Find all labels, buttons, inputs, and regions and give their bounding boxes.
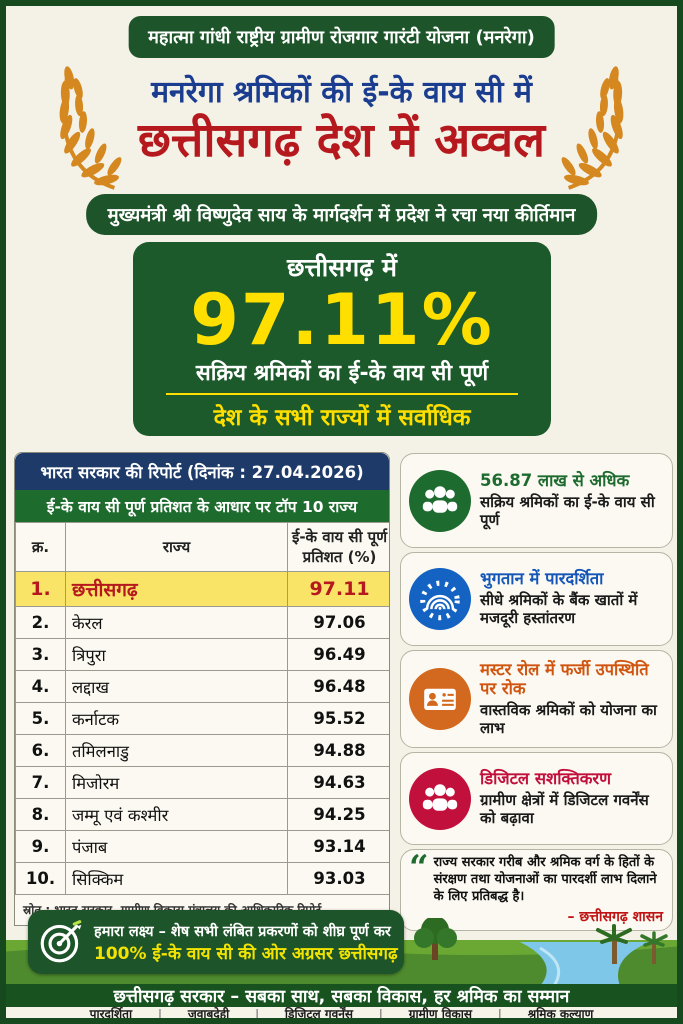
title-line1: मनरेगा श्रमिकों की ई-के वाय सी में bbox=[151, 75, 532, 110]
id-card-icon bbox=[409, 668, 471, 730]
feature-card-ekyc-count: 56.87 लाख से अधिक सक्रिय श्रमिकों का ई-क… bbox=[400, 453, 673, 548]
footer-tag: ग्रामीण विकास bbox=[408, 1007, 472, 1021]
table-header-row: क्र. राज्य ई-के वाय सी पूर्ण प्रतिशत (%) bbox=[15, 522, 389, 572]
goal-line2: 100% ई-के वाय सी की ओर अग्रसर छत्तीसगढ़ bbox=[94, 943, 398, 964]
card-body: सीधे श्रमिकों के बैंक खातों में मजदूरी ह… bbox=[480, 591, 638, 628]
target-dart-icon bbox=[40, 920, 82, 963]
table-row: 9. पंजाब 93.14 bbox=[15, 830, 389, 863]
people-group-icon bbox=[409, 469, 471, 532]
stat-highlight: देश के सभी राज्यों में सर्वाधिक bbox=[213, 404, 471, 431]
scheme-name-banner: महात्मा गांधी राष्ट्रीय ग्रामीण रोजगार ग… bbox=[128, 16, 555, 58]
footer-tags-band: पारदर्शिता | जवाबदेही | डिजिटल गवर्नेंस … bbox=[0, 1007, 683, 1021]
table-row: 5. कर्नाटक 95.52 bbox=[15, 702, 389, 735]
card-body: सक्रिय श्रमिकों का ई-के वाय सी पूर्ण bbox=[480, 492, 655, 529]
separator: | bbox=[158, 1007, 162, 1020]
government-quote-card: “ राज्य सरकार गरीब और श्रमिक वर्ग के हित… bbox=[400, 849, 673, 931]
footer-slogan-band: छत्तीसगढ़ सरकार – सबका साथ, सबका विकास, … bbox=[0, 984, 683, 1007]
quote-text: राज्य सरकार गरीब और श्रमिक वर्ग के हितों… bbox=[433, 855, 657, 904]
feature-card-payment-transparency: भुगतान में पारदर्शिता सीधे श्रमिकों के ब… bbox=[400, 552, 673, 646]
goal-banner: हमारा लक्ष्य – शेष सभी लंबित प्रकरणों को… bbox=[28, 910, 404, 974]
col-state: राज्य bbox=[65, 522, 288, 572]
col-rank: क्र. bbox=[15, 522, 66, 572]
stat-region: छत्तीसगढ़ में bbox=[287, 253, 397, 282]
table-row: 1. छत्तीसगढ़ 97.11 bbox=[15, 571, 389, 607]
feature-card-muster-roll: मस्टर रोल में फर्जी उपस्थिति पर रोक वास्… bbox=[400, 650, 673, 748]
card-title: भुगतान में पारदर्शिता bbox=[480, 569, 604, 589]
quote-attribution: – छत्तीसगढ़ शासन bbox=[567, 908, 663, 925]
stat-caption: सक्रिय श्रमिकों का ई-के वाय सी पूर्ण bbox=[195, 360, 489, 386]
quote-icon: “ bbox=[409, 848, 429, 888]
top10-table: क्र. राज्य ई-के वाय सी पूर्ण प्रतिशत (%)… bbox=[15, 522, 389, 895]
card-body: ग्रामीण क्षेत्रों में डिजिटल गवर्नेंस को… bbox=[480, 790, 649, 827]
laurel-wreath-left-icon bbox=[59, 66, 122, 190]
table-row: 6. तमिलनाडु 94.88 bbox=[15, 734, 389, 767]
top10-table-card: भारत सरकार की रिपोर्ट (दिनांक : 27.04.20… bbox=[14, 452, 390, 926]
report-title: भारत सरकार की रिपोर्ट (दिनांक : 27.04.20… bbox=[15, 453, 389, 490]
table-row: 8. जम्मू एवं कश्मीर 94.25 bbox=[15, 798, 389, 831]
feature-card-digital-empowerment: डिजिटल सशक्तिकरण ग्रामीण क्षेत्रों में ड… bbox=[400, 752, 673, 845]
separator: | bbox=[379, 1007, 383, 1020]
stat-percent: 97.11% bbox=[190, 279, 494, 361]
card-body: वास्तविक श्रमिकों को योजना का लाभ bbox=[480, 700, 657, 737]
people-group-icon bbox=[409, 767, 471, 830]
stat-box: छत्तीसगढ़ में 97.11% सक्रिय श्रमिकों का … bbox=[133, 242, 551, 436]
separator: | bbox=[497, 1007, 502, 1020]
subtitle-banner: मुख्यमंत्री श्री विष्णुदेव साय के मार्गद… bbox=[85, 194, 598, 235]
footer-slogan: छत्तीसगढ़ सरकार – सबका साथ, सबका विकास, … bbox=[113, 986, 570, 1007]
card-title: 56.87 लाख से अधिक bbox=[480, 470, 630, 490]
table-row: 4. लद्दाख 96.48 bbox=[15, 670, 389, 703]
table-row: 3. त्रिपुरा 96.49 bbox=[15, 638, 389, 671]
separator: | bbox=[255, 1007, 259, 1020]
footer-tag: श्रमिक कल्याण bbox=[527, 1007, 594, 1021]
table-row: 7. मिजोरम 94.63 bbox=[15, 766, 389, 799]
table-row: 10. सिक्किम 93.03 bbox=[15, 862, 389, 895]
page-title: छत्तीसगढ़ देश में अव्वल bbox=[137, 113, 546, 168]
card-title: मस्टर रोल में फर्जी उपस्थिति पर रोक bbox=[480, 659, 649, 698]
footer-tag: डिजिटल गवर्नेंस bbox=[284, 1007, 354, 1021]
table-row: 2. केरल 97.06 bbox=[15, 606, 389, 639]
divider bbox=[166, 392, 518, 395]
footer-tag: जवाबदेही bbox=[187, 1007, 230, 1021]
goal-line1: हमारा लक्ष्य – शेष सभी लंबित प्रकरणों को… bbox=[94, 923, 391, 940]
footer-tag: पारदर्शिता bbox=[89, 1007, 133, 1021]
card-title: डिजिटल सशक्तिकरण bbox=[480, 768, 612, 788]
laurel-wreath-right-icon bbox=[561, 66, 624, 190]
table-subtitle: ई-के वाय सी पूर्ण प्रतिशत के आधार पर टॉप… bbox=[15, 490, 389, 522]
col-percent: ई-के वाय सी पूर्ण प्रतिशत (%) bbox=[287, 522, 389, 572]
aadhaar-fingerprint-icon bbox=[409, 568, 471, 630]
